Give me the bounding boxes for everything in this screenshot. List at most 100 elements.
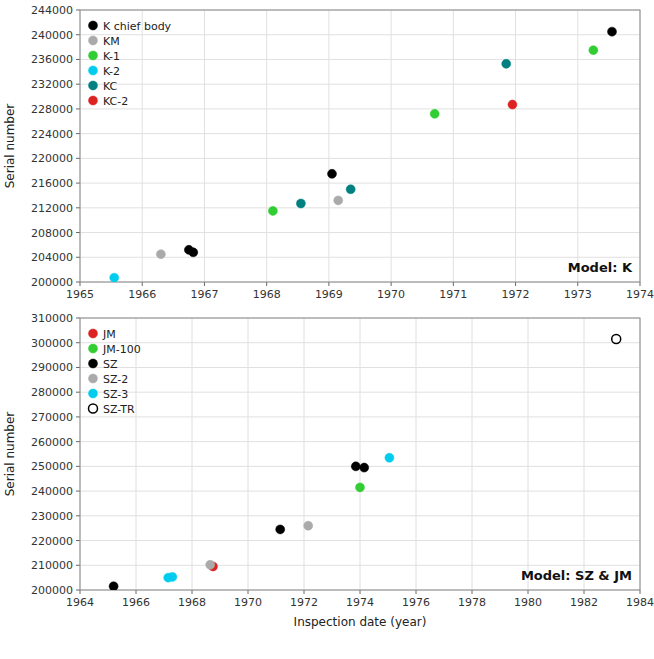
tick [76, 565, 80, 566]
point [608, 27, 617, 36]
y-tick-label: 220000 [31, 152, 73, 165]
y-tick-label: 230000 [31, 510, 73, 523]
legend: K chief bodyKMK-1K-2KCKC-2 [89, 20, 172, 108]
tick [80, 282, 81, 286]
y-tick-label: 244000 [31, 4, 73, 17]
point [502, 59, 511, 68]
grid-line [80, 34, 640, 35]
y-tick-label: 260000 [31, 436, 73, 449]
tick [76, 392, 80, 393]
x-tick-label: 1984 [626, 596, 654, 609]
y-tick-label: 310000 [31, 312, 73, 325]
x-axis-label: Inspection date (year) [294, 615, 427, 629]
tick [80, 590, 81, 594]
point [356, 483, 365, 492]
grid-line [584, 318, 585, 590]
y-tick-label: 232000 [31, 78, 73, 91]
point [351, 462, 360, 471]
grid-line [391, 10, 392, 282]
point [189, 248, 198, 257]
legend-marker [89, 96, 98, 105]
tick [391, 282, 392, 286]
tick [142, 282, 143, 286]
legend-marker [89, 81, 98, 90]
tick [76, 282, 80, 283]
y-tick-label: 240000 [31, 485, 73, 498]
grid-line [528, 318, 529, 590]
grid-line [136, 318, 137, 590]
tick [640, 282, 641, 286]
panel-title: Model: SZ & JM [521, 568, 632, 583]
legend-label: KM [103, 35, 120, 48]
tick [76, 466, 80, 467]
grid-line [328, 10, 329, 282]
point [156, 250, 165, 259]
grid [80, 10, 640, 282]
points [110, 27, 617, 282]
tick [76, 515, 80, 516]
grid-line [80, 342, 640, 343]
x-tick-label: 1982 [570, 596, 598, 609]
grid-line [204, 10, 205, 282]
legend-marker [89, 36, 98, 45]
grid-line [80, 392, 640, 393]
legend-label: JM-100 [102, 343, 141, 356]
x-tick-label: 1968 [253, 288, 281, 301]
y-tick-label: 236000 [31, 53, 73, 66]
tick [584, 590, 585, 594]
legend-marker [89, 374, 98, 383]
x-tick-label: 1970 [377, 288, 405, 301]
tick [266, 282, 267, 286]
grid-line [80, 133, 640, 134]
grid-line [192, 318, 193, 590]
tick [472, 590, 473, 594]
tick [640, 590, 641, 594]
panel: 1964196619681970197219741976197819801982… [3, 312, 654, 629]
tick [76, 10, 80, 11]
grid-line [80, 108, 640, 109]
y-tick-label: 224000 [31, 128, 73, 141]
grid-line [80, 540, 640, 541]
x-tick-label: 1965 [66, 288, 94, 301]
tick [76, 84, 80, 85]
x-tick-label: 1966 [122, 596, 150, 609]
legend-marker [89, 359, 98, 368]
x-tick-label: 1972 [290, 596, 318, 609]
tick [76, 59, 80, 60]
y-tick-label: 270000 [31, 411, 73, 424]
x-tick-label: 1978 [458, 596, 486, 609]
points [109, 335, 621, 590]
y-tick-label: 250000 [31, 460, 73, 473]
point [268, 206, 277, 215]
x-tick-label: 1971 [439, 288, 467, 301]
legend-marker [89, 51, 98, 60]
plot-frame [80, 318, 640, 590]
x-tick-label: 1974 [346, 596, 374, 609]
tick [76, 416, 80, 417]
grid-line [80, 441, 640, 442]
tick [76, 441, 80, 442]
legend-marker [89, 21, 98, 30]
grid-line [80, 565, 640, 566]
legend-label: KC-2 [103, 95, 128, 108]
panel-title: Model: K [568, 260, 633, 275]
legend-label: SZ-3 [103, 388, 128, 401]
legend-label: SZ [103, 358, 118, 371]
legend-label: K chief body [103, 20, 172, 33]
tick [76, 232, 80, 233]
grid [80, 318, 640, 590]
point [296, 199, 305, 208]
grid-line [266, 10, 267, 282]
x-tick-label: 1972 [502, 288, 530, 301]
point [206, 560, 215, 569]
tick [328, 282, 329, 286]
y-tick-label: 210000 [31, 559, 73, 572]
point [508, 100, 517, 109]
tick [528, 590, 529, 594]
grid-line [577, 10, 578, 282]
grid-line [80, 232, 640, 233]
x-tick-label: 1974 [626, 288, 654, 301]
point [276, 525, 285, 534]
point [360, 463, 369, 472]
tick [304, 590, 305, 594]
